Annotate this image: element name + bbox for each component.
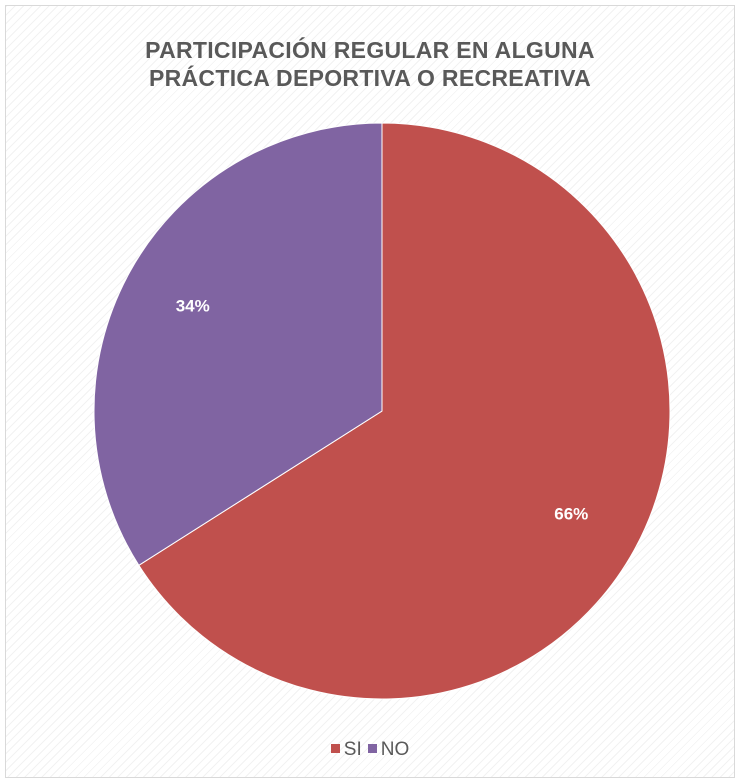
legend-swatch-no [367,744,377,753]
pie-chart: 66% 34% [93,122,671,700]
pie-slice-no [93,122,383,567]
chart-title-line-1: PARTICIPACIÓN REGULAR EN ALGUNA [145,37,595,63]
chart-title-line-2: PRÁCTICA DEPORTIVA O RECREATIVA [148,65,592,91]
legend-swatch-si [330,744,340,753]
legend-label-si: SI [343,739,362,760]
chart-area: PARTICIPACIÓN REGULAR EN ALGUNA PRÁCTICA… [5,5,735,778]
data-label-si: 66% [554,505,588,524]
pie-slice-si [138,122,671,700]
chart-legend: SI NO [6,739,734,761]
legend-label-no: NO [380,739,410,760]
data-label-no: 34% [176,296,210,315]
legend-item-no: NO [367,739,410,761]
legend-item-si: SI [330,739,362,761]
chart-title: PARTICIPACIÓN REGULAR EN ALGUNA PRÁCTICA… [6,36,734,92]
